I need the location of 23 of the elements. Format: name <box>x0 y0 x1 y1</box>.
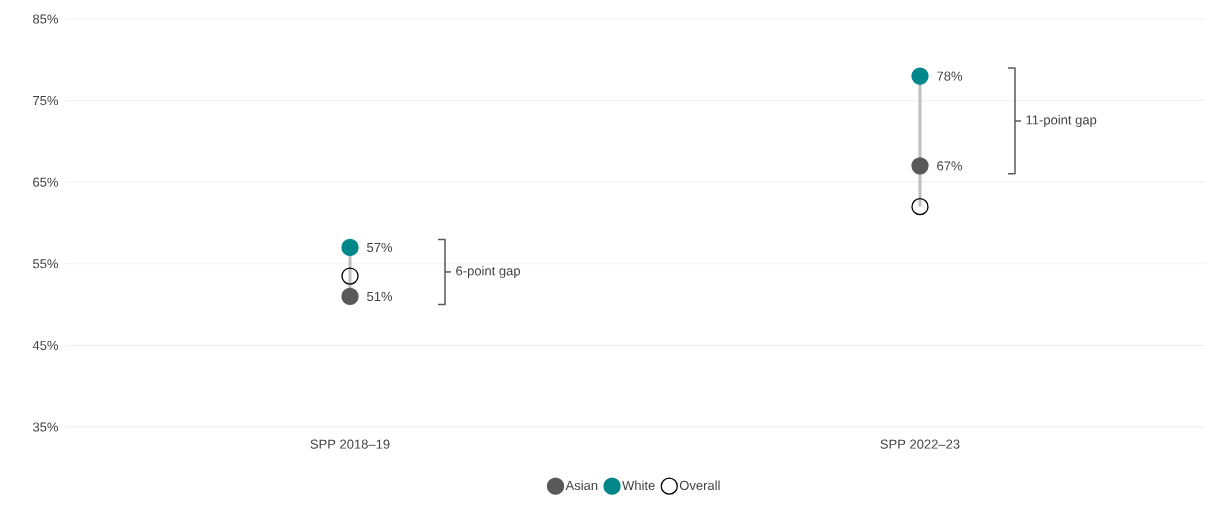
annotation: 11-point gap <box>1026 114 1097 128</box>
y-tick-label: 85% <box>33 14 59 24</box>
point <box>341 287 359 306</box>
point <box>341 267 359 285</box>
y-tick-label: 75% <box>33 96 59 106</box>
y-tick-label: 55% <box>32 259 59 269</box>
data-label: 51% <box>367 291 393 301</box>
y-tick-label: 65% <box>33 177 59 187</box>
y-tick-label: 35% <box>32 422 59 432</box>
legend-label: White <box>622 480 655 490</box>
data-label: 78% <box>937 71 963 81</box>
x-tick-label: SPP 2018–19 <box>310 439 390 449</box>
point <box>911 198 929 216</box>
legend-label: Overall <box>679 480 720 490</box>
point <box>911 157 929 175</box>
x-tick-label: SPP 2022–23 <box>880 439 960 449</box>
annotation: 6-point gap <box>456 265 521 279</box>
y-tick-label: 45% <box>32 340 59 350</box>
data-label: 57% <box>367 242 393 253</box>
data-label: 67% <box>937 161 963 171</box>
legend-label: Asian <box>565 480 598 490</box>
point <box>341 238 359 257</box>
point <box>911 67 929 85</box>
